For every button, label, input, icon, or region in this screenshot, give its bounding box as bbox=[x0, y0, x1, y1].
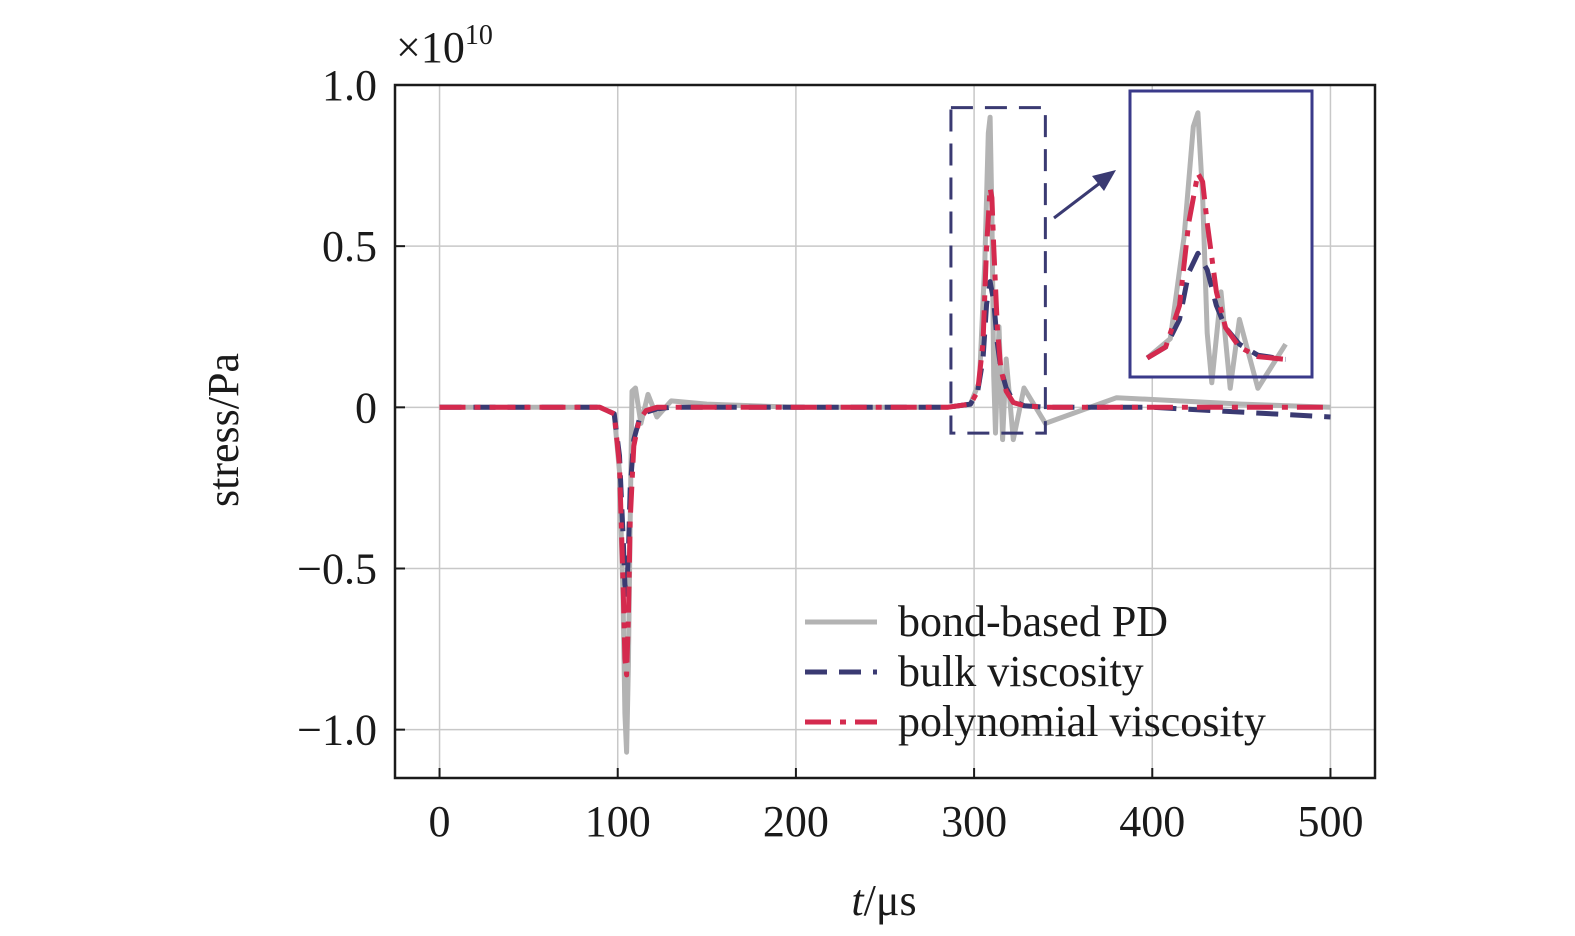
x-axis-title: t/μs bbox=[851, 876, 916, 925]
series-layer bbox=[439, 114, 1331, 755]
y-multiplier: ×1010 bbox=[396, 20, 493, 72]
y-multiplier-base: ×10 bbox=[396, 23, 465, 72]
x-axis-title-italic: t bbox=[851, 876, 865, 925]
plot-frame bbox=[393, 83, 1377, 780]
x-tick-label: 500 bbox=[1297, 797, 1363, 846]
inset-series-line-3 bbox=[1145, 170, 1286, 362]
y-tick-label: −1.0 bbox=[297, 706, 377, 755]
x-axis-title-rest: /μs bbox=[864, 876, 917, 925]
inset-series-layer bbox=[1145, 110, 1288, 391]
x-tick-label: 300 bbox=[941, 797, 1007, 846]
legend-label-1: bond-based PD bbox=[898, 597, 1168, 646]
legend-label-3: polynomial viscosity bbox=[898, 697, 1266, 746]
x-tick-label: 400 bbox=[1119, 797, 1185, 846]
inset-series-line-1 bbox=[1145, 110, 1288, 391]
legend-label-2: bulk viscosity bbox=[898, 647, 1144, 696]
x-tick-label: 100 bbox=[585, 797, 651, 846]
y-tick-label: −0.5 bbox=[297, 544, 377, 593]
inset-frame bbox=[1128, 89, 1314, 379]
zoom-arrow bbox=[1053, 181, 1101, 220]
y-tick-label: 0 bbox=[355, 383, 377, 432]
y-multiplier-exp: 10 bbox=[465, 20, 493, 51]
x-tick-label: 0 bbox=[429, 797, 451, 846]
y-tick-label: 0.5 bbox=[322, 222, 377, 271]
inset-series-line-2 bbox=[1145, 250, 1286, 362]
zoom-region-box bbox=[949, 106, 1047, 435]
series-line-3 bbox=[439, 185, 1331, 678]
y-axis-title: stress/Pa bbox=[199, 353, 248, 507]
y-tick-label: 1.0 bbox=[322, 61, 377, 110]
zoom-arrow-head bbox=[1092, 170, 1116, 191]
inset-background bbox=[1130, 91, 1312, 377]
x-tick-label: 200 bbox=[763, 797, 829, 846]
axis-ticks: 0 100 200 300 400 500 1.0 0.5 0 −0.5 −1.0 bbox=[297, 61, 1363, 846]
